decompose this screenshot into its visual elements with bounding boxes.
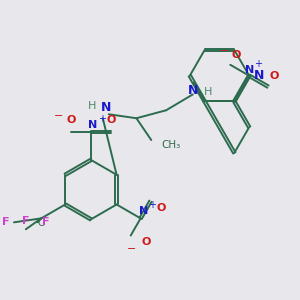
Text: N: N [254, 69, 264, 82]
Text: +: + [254, 59, 262, 69]
Text: −: − [220, 46, 229, 56]
Text: O: O [66, 115, 76, 125]
Text: O: O [232, 50, 241, 59]
Text: −: − [127, 244, 136, 254]
Text: H: H [203, 88, 212, 98]
Text: +: + [98, 114, 106, 124]
Text: O: O [269, 71, 279, 81]
Text: CH₃: CH₃ [161, 140, 180, 150]
Text: N: N [244, 65, 254, 75]
Text: N: N [88, 120, 98, 130]
Text: N: N [100, 101, 111, 114]
Text: F: F [42, 217, 49, 227]
Text: +: + [148, 200, 157, 211]
Text: N: N [139, 206, 148, 216]
Text: F: F [22, 216, 30, 226]
Text: O: O [157, 202, 166, 213]
Text: F: F [2, 217, 10, 227]
Text: O: O [106, 115, 116, 125]
Text: C: C [38, 218, 45, 228]
Text: −: − [54, 111, 63, 121]
Text: H: H [88, 101, 96, 111]
Text: O: O [141, 237, 151, 247]
Text: N: N [188, 84, 198, 97]
